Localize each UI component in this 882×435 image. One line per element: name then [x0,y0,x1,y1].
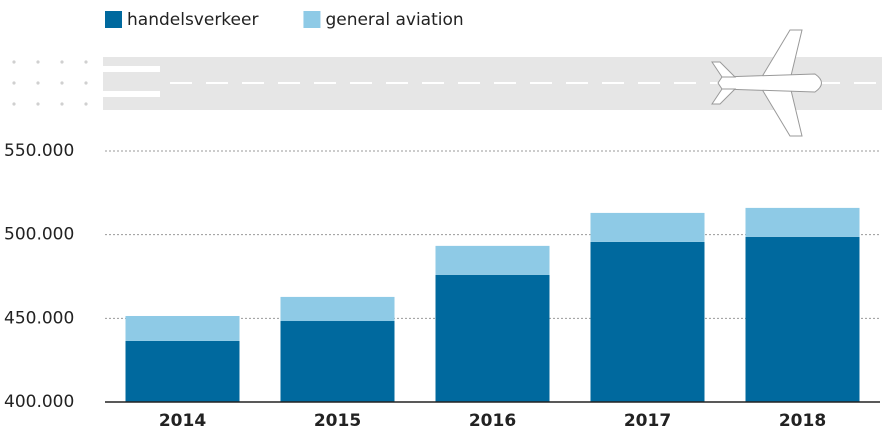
y-tick-label: 500.000 [4,225,74,245]
x-tick-label: 2016 [469,411,516,431]
chart: handelsverkeer general aviation 400.000 45… [0,0,882,435]
legend: handelsverkeer general aviation [105,10,464,30]
legend-swatch [303,11,320,28]
bar-segment [281,321,395,402]
bar-segment [281,297,395,321]
bar-segment [746,208,860,237]
legend-label: general aviation [325,10,463,30]
bar-segment [126,316,240,341]
bar-segment [436,246,550,275]
bar-segment [746,237,860,402]
x-tick-label: 2017 [624,411,671,431]
x-tick-label: 2018 [779,411,826,431]
x-tick-label: 2014 [159,411,206,431]
bar-segment [591,242,705,402]
y-tick-label: 550.000 [4,141,74,161]
bar-segment [591,213,705,242]
x-tick-label: 2015 [314,411,361,431]
y-tick-label: 400.000 [4,392,74,412]
bar-segment [436,275,550,402]
y-tick-label: 450.000 [4,308,74,328]
legend-swatch [105,11,122,28]
runway-decoration [12,30,882,136]
plot-area: 400.000 450.000 500.000 550.000 2014 2015 2016… [4,141,880,431]
bar-segment [126,341,240,402]
legend-label: handelsverkeer [127,10,258,30]
